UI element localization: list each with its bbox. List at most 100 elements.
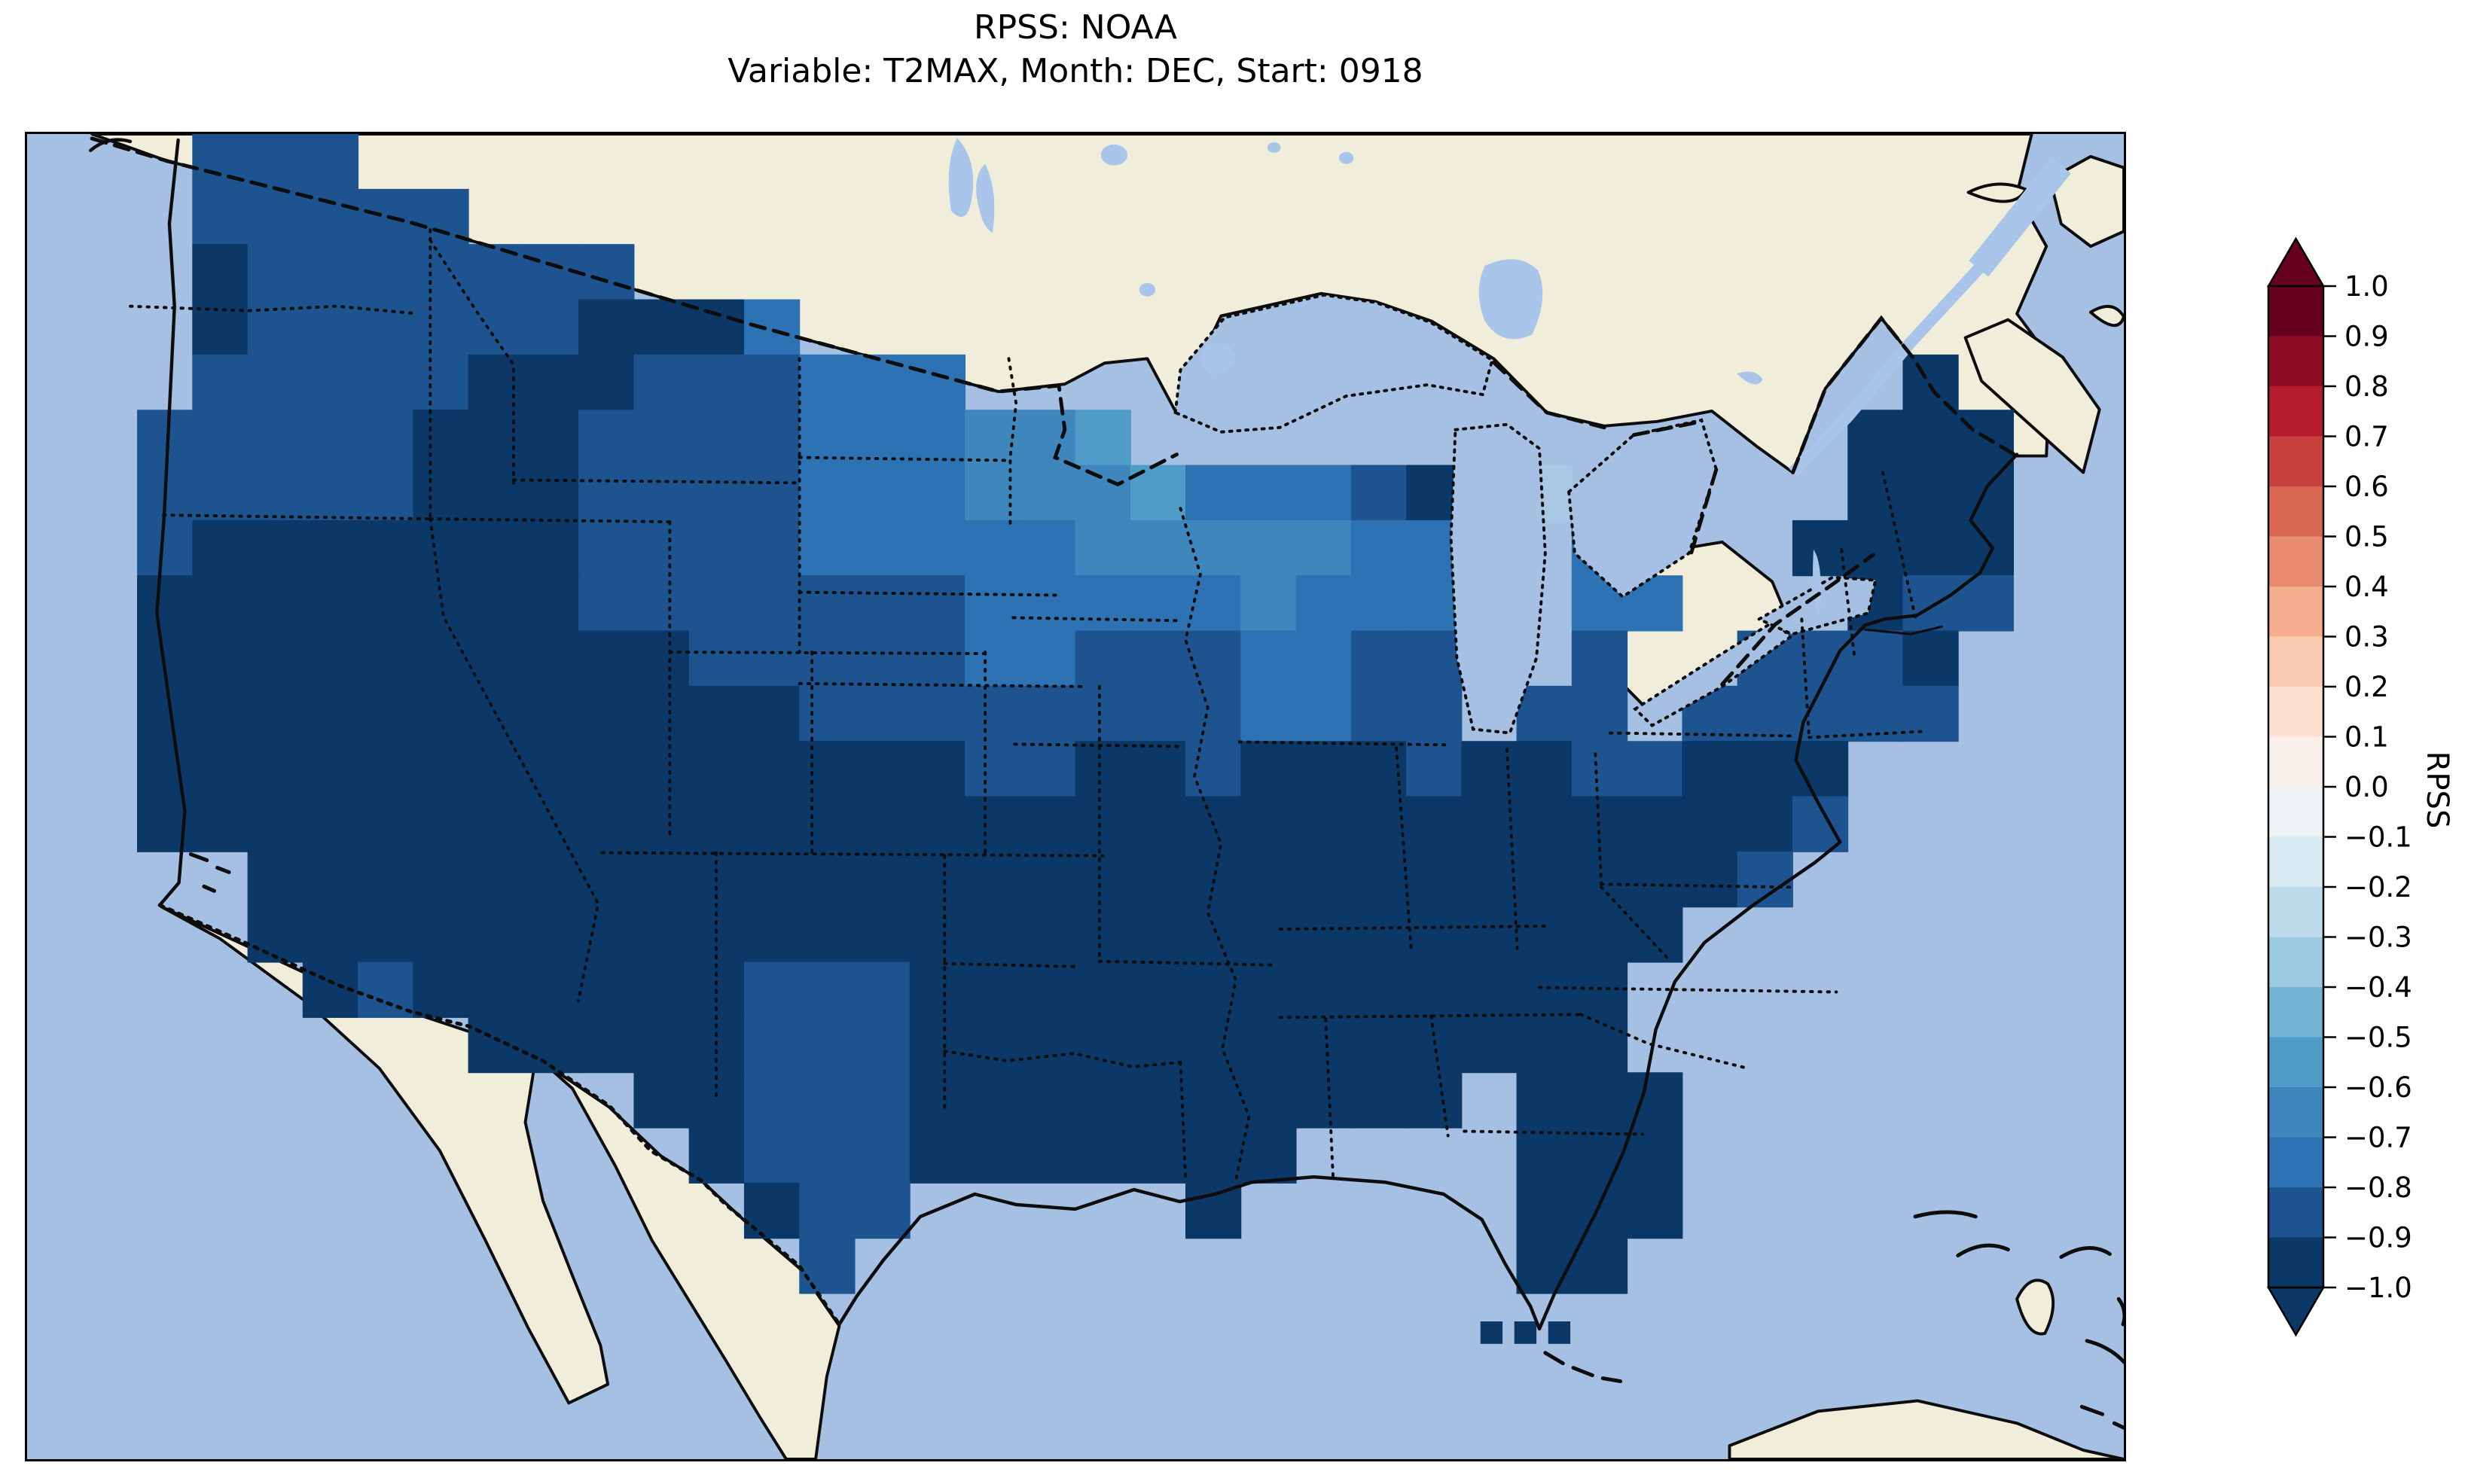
grid-cell [1516, 961, 1573, 1018]
grid-cell [578, 630, 635, 687]
grid-cell [1571, 741, 1628, 797]
grid-cell [578, 741, 635, 797]
grid-cell [743, 907, 801, 963]
grid-cell [1020, 796, 1076, 852]
grid-cell [965, 520, 1021, 577]
grid-cell [909, 1127, 966, 1184]
grid-cell [1295, 465, 1352, 521]
grid-cell [1516, 851, 1573, 908]
grid-cell [1902, 465, 1959, 521]
grid-cell [965, 961, 1021, 1018]
grid-cell [1461, 851, 1518, 908]
colorbar-tick-label: −0.7 [2344, 1122, 2412, 1154]
grid-cell [468, 299, 524, 355]
grid-cell [633, 465, 690, 521]
grid-cell [192, 741, 249, 797]
grid-cell [1295, 685, 1352, 742]
grid-cell [743, 465, 801, 521]
grid-cell [688, 1072, 745, 1129]
grid-cell [302, 907, 359, 963]
colorbar-segment [2268, 636, 2323, 687]
grid-cell [1240, 851, 1297, 908]
grid-cell [523, 299, 580, 355]
grid-cell [468, 410, 524, 466]
grid-cell [633, 685, 690, 742]
grid-cell [1130, 741, 1187, 797]
grid-cell [965, 630, 1021, 687]
grid-cell [743, 520, 801, 577]
grid-cell [523, 685, 580, 742]
grid-cell [1847, 465, 1904, 521]
grid-cell [358, 741, 414, 797]
grid-cell [1130, 685, 1187, 742]
colorbar-segment [2268, 787, 2323, 838]
grid-cell [1240, 575, 1297, 632]
grid-cell [633, 354, 690, 411]
grid-cell [1020, 685, 1076, 742]
grid-cell [247, 410, 304, 466]
grid-cell [633, 907, 690, 963]
us-west-coastline [155, 138, 187, 907]
colorbar: 1.0 0.9 0.8 0.7 0.6 0.5 0.4 0.3 0.2 0.1 0.0 −0.1 −0.… [2266, 237, 2412, 1337]
grid-cell [1020, 907, 1076, 963]
grid-cell [302, 741, 359, 797]
grid-cell [799, 741, 856, 797]
grid-cell [1737, 685, 1793, 742]
grid-cell [1461, 1016, 1518, 1074]
grid-cell [854, 575, 911, 632]
grid-cell [137, 741, 194, 797]
grid-cell [688, 685, 745, 742]
grid-cell [247, 520, 304, 577]
grid-cell [1461, 796, 1518, 852]
grid-cell [799, 1016, 856, 1074]
grid-cell [1075, 410, 1131, 466]
grid-cell [854, 1016, 911, 1074]
grid-cell [192, 465, 249, 521]
grid-cell [799, 520, 856, 577]
long-island-coast [1864, 625, 1943, 635]
grid-cell [799, 465, 856, 521]
colorbar-segment [2268, 1137, 2323, 1188]
grid-cell [1185, 907, 1242, 963]
grid-cell [413, 299, 469, 355]
grid-cell [247, 796, 304, 852]
grid-cell [1130, 851, 1187, 908]
grid-cell [302, 685, 359, 742]
grid-cell [1075, 575, 1131, 632]
grid-cell [743, 685, 801, 742]
grid-cell [688, 630, 745, 687]
grid-cell [1548, 1321, 1571, 1344]
grid-cell [358, 851, 414, 908]
grid-cell [743, 1016, 801, 1074]
grid-cell [1516, 1016, 1573, 1074]
grid-cell [247, 244, 304, 300]
grid-cell [1792, 630, 1849, 687]
grid-cell [192, 244, 249, 300]
cape-breton-island [2089, 305, 2124, 328]
grid-cell [413, 796, 469, 852]
grid-cell [523, 520, 580, 577]
grid-cell [854, 907, 911, 963]
grid-cell [854, 685, 911, 742]
grid-cell [743, 1182, 801, 1239]
grid-cell [247, 741, 304, 797]
grid-cell [1185, 520, 1242, 577]
grid-cell [578, 907, 635, 963]
grid-cell [1185, 1127, 1242, 1184]
grid-cell [1075, 851, 1131, 908]
grid-cell [468, 354, 524, 411]
title-line-2: Variable: T2MAX, Month: DEC, Start: 0918 [728, 52, 1423, 90]
us-mexico-border [157, 903, 841, 1327]
florida-keys-arc [1543, 1351, 1623, 1384]
grid-cell [633, 630, 690, 687]
colorbar-segment [2268, 286, 2323, 337]
grid-cell [1902, 354, 1959, 411]
grid-cell [1516, 685, 1573, 742]
grid-cell [1240, 1016, 1297, 1074]
grid-cell [1075, 465, 1131, 521]
grid-cell [909, 1016, 966, 1074]
grid-cell [413, 907, 469, 963]
grid-cell [965, 1072, 1021, 1129]
colorbar-tick-label: 0.5 [2344, 521, 2389, 553]
grid-cell [1295, 796, 1352, 852]
